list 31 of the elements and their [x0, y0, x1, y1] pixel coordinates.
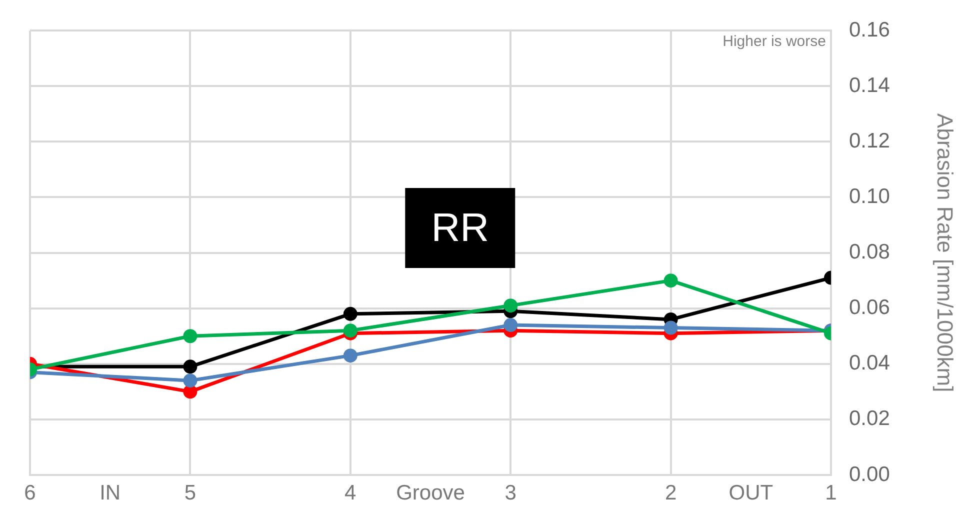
x-tick-label: OUT: [728, 481, 774, 504]
y-tick-label: 0.12: [849, 129, 890, 152]
y-tick-label: 0.08: [849, 240, 890, 264]
annotation: Higher is worse: [722, 33, 826, 50]
x-tick-label: 5: [184, 481, 196, 504]
y-tick-label: 0.06: [849, 296, 890, 320]
x-tick-label: 2: [664, 481, 677, 504]
y-tick-label: 0.10: [849, 185, 890, 208]
point: [664, 320, 678, 335]
point: [183, 374, 198, 388]
x-tick-label: Groove: [396, 481, 465, 504]
y-axis-title: Abrasion Rate [mm/1000km]: [932, 113, 958, 392]
y-tick-label: 0.00: [849, 462, 890, 486]
x-tick-label: IN: [100, 481, 121, 504]
x-tick-label: 6: [24, 481, 36, 504]
point: [664, 274, 678, 288]
text: RR: [431, 206, 490, 250]
y-tick-label: 0.16: [849, 18, 890, 42]
point: [343, 324, 358, 338]
point: [343, 348, 358, 363]
x-tick-label: 4: [344, 481, 357, 504]
x-tick-label: 1: [825, 481, 837, 504]
point: [504, 318, 518, 332]
point: [183, 360, 198, 374]
point: [183, 329, 198, 344]
y-tick-label: 0.04: [849, 352, 890, 375]
x-tick-label: 3: [504, 481, 516, 504]
point: [504, 298, 518, 313]
y-tick-label: 0.02: [849, 407, 890, 430]
y-tick-label: 0.14: [849, 74, 890, 97]
point: [343, 306, 358, 321]
